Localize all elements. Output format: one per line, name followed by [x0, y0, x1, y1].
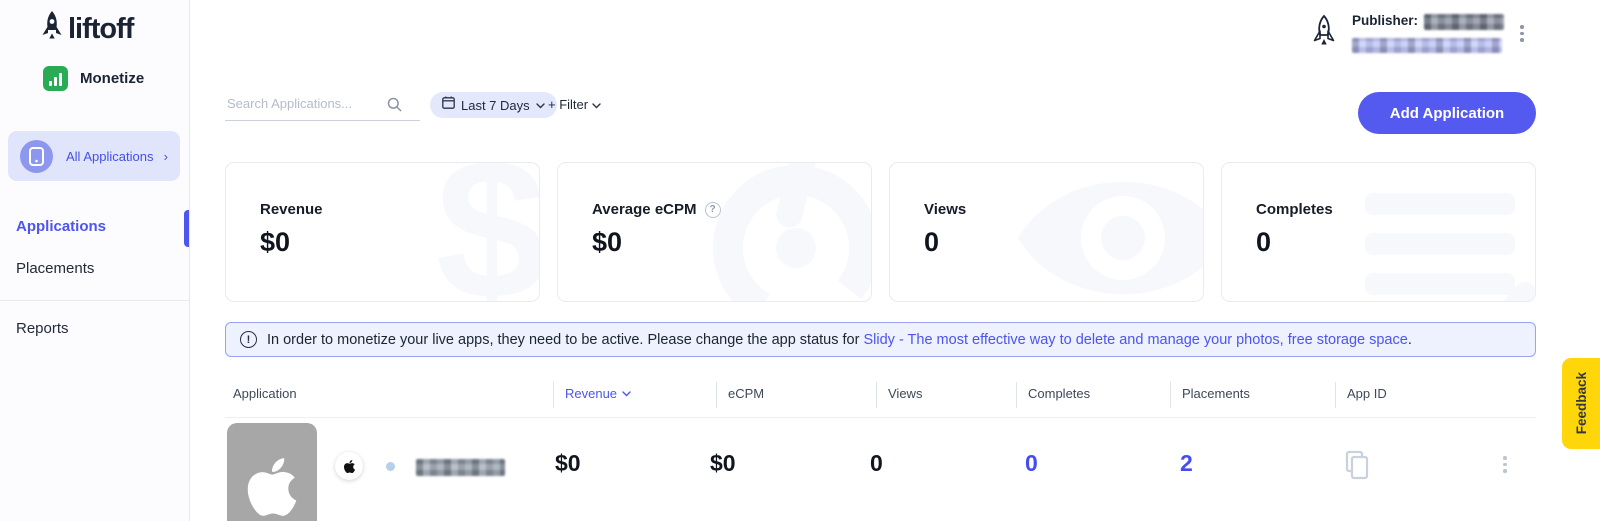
rocket-logo-icon [40, 10, 64, 49]
sort-chevron-down-icon [622, 390, 631, 396]
stat-value: $0 [592, 227, 623, 257]
cell-views: 0 [870, 450, 883, 476]
stat-title: Average eCPM [592, 201, 697, 218]
app-icon [227, 423, 317, 521]
all-applications-selector[interactable]: All Applications › [8, 131, 180, 181]
selector-label: All Applications [66, 148, 154, 164]
phone-icon [20, 139, 53, 173]
sidebar: liftoff Monetize All Applications › Appl… [0, 0, 190, 521]
stat-value: $0 [260, 227, 291, 257]
copy-app-id-icon[interactable] [1343, 450, 1371, 485]
filter-label: + Filter [548, 97, 589, 112]
search-icon [387, 97, 402, 117]
sidebar-item-placements[interactable]: Placements [16, 260, 95, 277]
column-application: Application [233, 386, 297, 401]
redacted-app-name [416, 459, 505, 476]
column-divider [1016, 382, 1017, 408]
rocket-outline-icon [1311, 14, 1337, 55]
column-divider [716, 382, 717, 408]
sidebar-divider [0, 300, 190, 301]
cell-revenue: $0 [555, 450, 581, 476]
stat-card-completes: Completes 0 [1221, 162, 1536, 302]
sidebar-item-reports[interactable]: Reports [16, 320, 69, 337]
redacted-publisher-name [1424, 14, 1504, 30]
chevron-right-icon: › [163, 148, 168, 164]
stat-value: 0 [1256, 227, 1272, 257]
column-ecpm[interactable]: eCPM [728, 386, 765, 401]
search-applications [225, 90, 420, 121]
chevron-down-icon [535, 96, 545, 114]
account-menu-kebab-icon[interactable] [1520, 25, 1524, 42]
gauge-watermark-icon [713, 163, 871, 301]
checklist-watermark-icon [1365, 193, 1535, 301]
row-menu-kebab-icon[interactable] [1503, 456, 1507, 473]
cell-completes-link[interactable]: 0 [1025, 450, 1038, 476]
app-status-link[interactable]: Slidy - The most effective way to delete… [863, 331, 1408, 348]
status-dot [386, 462, 395, 471]
applications-table-header: Application Revenue eCPM Views Completes… [225, 380, 1536, 418]
add-application-button[interactable]: Add Application [1358, 92, 1536, 134]
banner-suffix: . [1407, 331, 1412, 348]
publisher-label: Publisher: [1352, 13, 1419, 28]
date-range-dropdown[interactable]: Last 7 Days [430, 92, 557, 118]
column-label: Revenue [565, 386, 618, 401]
feedback-label: Feedback [1573, 372, 1589, 435]
eye-watermark-icon [1018, 181, 1203, 295]
stat-title: Revenue [260, 201, 323, 218]
platform-ios-badge [335, 452, 363, 480]
feedback-tab[interactable]: Feedback [1562, 358, 1600, 449]
stat-title: Completes [1256, 201, 1333, 218]
column-completes[interactable]: Completes [1028, 386, 1091, 401]
redacted-publisher-email [1352, 38, 1502, 53]
logo-wordmark: liftoff [68, 13, 134, 45]
active-nav-indicator [184, 210, 189, 247]
status-alert-banner: ! In order to monetize your live apps, t… [225, 322, 1536, 357]
stat-card-revenue: $ Revenue $0 [225, 162, 540, 302]
search-input[interactable] [225, 90, 420, 121]
column-placements[interactable]: Placements [1182, 386, 1250, 401]
column-divider [876, 382, 877, 408]
banner-text: In order to monetize your live apps, the… [267, 331, 860, 348]
column-divider [1170, 382, 1171, 408]
column-divider [1335, 382, 1336, 408]
dollar-watermark-icon: $ [435, 162, 540, 302]
chevron-down-icon [592, 97, 601, 112]
product-monetize: Monetize [43, 66, 144, 91]
apple-logo-icon [247, 458, 297, 516]
filter-button[interactable]: + Filter [548, 97, 601, 112]
alert-icon: ! [240, 331, 257, 348]
sidebar-item-applications[interactable]: Applications [16, 218, 107, 235]
stat-card-average-ecpm: Average eCPM ? $0 [557, 162, 872, 302]
column-divider [553, 382, 554, 408]
date-range-value: Last 7 Days [461, 97, 530, 113]
column-revenue-sort[interactable]: Revenue [565, 386, 631, 401]
bar-chart-icon [43, 66, 68, 91]
column-views[interactable]: Views [888, 386, 923, 401]
column-app-id[interactable]: App ID [1347, 386, 1387, 401]
stat-card-views: Views 0 [889, 162, 1204, 302]
liftoff-logo: liftoff [40, 10, 134, 49]
application-table-row[interactable]: $0 $0 0 0 2 [225, 418, 1536, 521]
product-label: Monetize [80, 70, 145, 87]
help-icon[interactable]: ? [704, 201, 721, 218]
banner-message: In order to monetize your live apps, the… [267, 332, 1412, 348]
stat-title: Views [924, 201, 967, 218]
calendar-icon [442, 96, 455, 114]
cell-ecpm: $0 [710, 450, 736, 476]
apple-logo-icon [343, 459, 355, 473]
stat-value: 0 [924, 227, 940, 257]
cell-placements-link[interactable]: 2 [1180, 450, 1193, 476]
